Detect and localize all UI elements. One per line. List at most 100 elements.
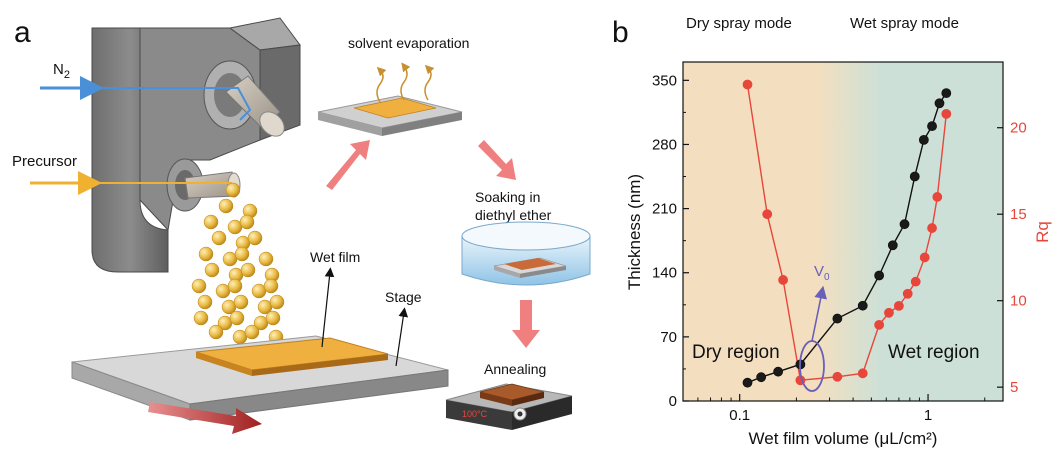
droplet <box>191 278 207 294</box>
x-axis-title: Wet film volume (μL/cm²) <box>749 429 938 448</box>
data-point <box>884 307 894 318</box>
droplet <box>227 278 243 294</box>
y-tick-label: 280 <box>652 136 677 153</box>
y-tick-label: 70 <box>660 329 677 346</box>
spray-nozzle-assembly <box>91 17 301 273</box>
data-point <box>919 252 930 263</box>
y-axis-ticks: 0 70 140 210 280 350 <box>652 72 689 410</box>
data-point <box>773 366 784 377</box>
data-point <box>857 300 868 311</box>
stage-label: Stage <box>385 289 422 305</box>
panel-a: a N2 Precursor <box>12 16 591 434</box>
y2-tick-label: 20 <box>1010 120 1027 137</box>
annealing-label: Annealing <box>484 361 546 377</box>
panel-b: b Dry spray mode Wet spray mode 0 70 140 21… <box>612 15 1052 448</box>
data-point <box>927 121 937 132</box>
droplet <box>218 198 234 214</box>
petri-dish <box>461 221 591 286</box>
droplet <box>229 310 245 326</box>
droplet <box>263 278 279 294</box>
panel-a-letter: a <box>14 16 31 49</box>
data-point <box>902 288 913 299</box>
wet-mode-label: Wet spray mode <box>850 15 959 32</box>
data-point <box>857 368 868 379</box>
data-point <box>934 98 945 109</box>
y-tick-label: 140 <box>652 265 677 282</box>
x-tick-label: 0.1 <box>729 407 750 424</box>
data-point <box>910 276 921 287</box>
data-point <box>899 219 910 230</box>
droplet <box>265 310 281 326</box>
y2-tick-label: 10 <box>1010 293 1027 310</box>
dry-mode-label: Dry spray mode <box>686 15 792 32</box>
droplet <box>240 262 256 278</box>
wet-film <box>195 337 389 376</box>
droplet <box>239 214 255 230</box>
x-tick-label: 1 <box>924 407 932 424</box>
droplet <box>269 294 285 310</box>
y2-tick-label: 5 <box>1010 379 1018 396</box>
evaporation-label: solvent evaporation <box>348 35 469 51</box>
soaking-label-2: diethyl ether <box>475 207 552 223</box>
droplet <box>247 230 263 246</box>
droplet <box>197 294 213 310</box>
droplet <box>233 294 249 310</box>
data-point <box>941 88 952 99</box>
data-point <box>893 300 904 311</box>
data-point <box>832 313 843 324</box>
flow-arrow-2 <box>478 140 516 180</box>
steam-arrows <box>376 62 435 103</box>
flow-arrow-1 <box>326 140 370 190</box>
droplet <box>198 246 214 262</box>
y-tick-label: 210 <box>652 201 677 218</box>
hot-plate <box>445 383 573 430</box>
data-point <box>778 275 789 285</box>
droplet <box>211 230 227 246</box>
y2-tick-label: 15 <box>1010 206 1027 223</box>
y2-axis-title: Rq <box>1033 221 1052 243</box>
droplet <box>225 182 241 198</box>
droplet <box>193 310 209 326</box>
x-axis-ticks: 0.1 1 <box>697 394 986 424</box>
wet-film-label: Wet film <box>310 249 360 265</box>
plot-background <box>683 62 1003 401</box>
data-point <box>918 134 929 145</box>
stage-motion-arrow <box>148 402 262 434</box>
dry-region-label: Dry region <box>692 342 780 363</box>
droplet <box>244 324 260 340</box>
soaking-label-1: Soaking in <box>475 189 540 205</box>
data-point <box>874 270 885 281</box>
v0-arrow <box>811 285 827 342</box>
wet-region-label: Wet region <box>888 342 980 363</box>
droplet <box>208 324 224 340</box>
n2-gas-line <box>92 87 252 121</box>
stage-pointer <box>395 307 409 367</box>
n2-label: N2 <box>53 61 70 81</box>
panel-b-letter: b <box>612 16 629 49</box>
data-point <box>927 223 937 233</box>
data-point <box>756 372 767 383</box>
flow-arrow-3 <box>512 300 540 348</box>
data-point <box>874 319 885 330</box>
data-point <box>932 192 943 202</box>
series-rq <box>742 79 952 386</box>
y-tick-label: 350 <box>652 72 677 89</box>
droplet <box>204 262 220 278</box>
precursor-label: Precursor <box>12 153 77 170</box>
series-thickness <box>742 88 952 388</box>
plot-frame <box>682 61 1004 402</box>
droplet <box>234 246 250 262</box>
data-point <box>909 171 920 182</box>
evaporation-substrate <box>317 95 463 136</box>
data-point <box>887 240 898 251</box>
y-tick-label: 0 <box>669 393 677 410</box>
data-point <box>762 209 773 220</box>
droplet <box>203 214 219 230</box>
v0-label: V0 <box>814 263 830 283</box>
data-point <box>742 79 753 90</box>
wet-film-pointer <box>321 267 335 348</box>
y-axis-title: Thickness (nm) <box>625 174 644 290</box>
droplet <box>258 251 274 267</box>
data-point <box>832 371 843 382</box>
